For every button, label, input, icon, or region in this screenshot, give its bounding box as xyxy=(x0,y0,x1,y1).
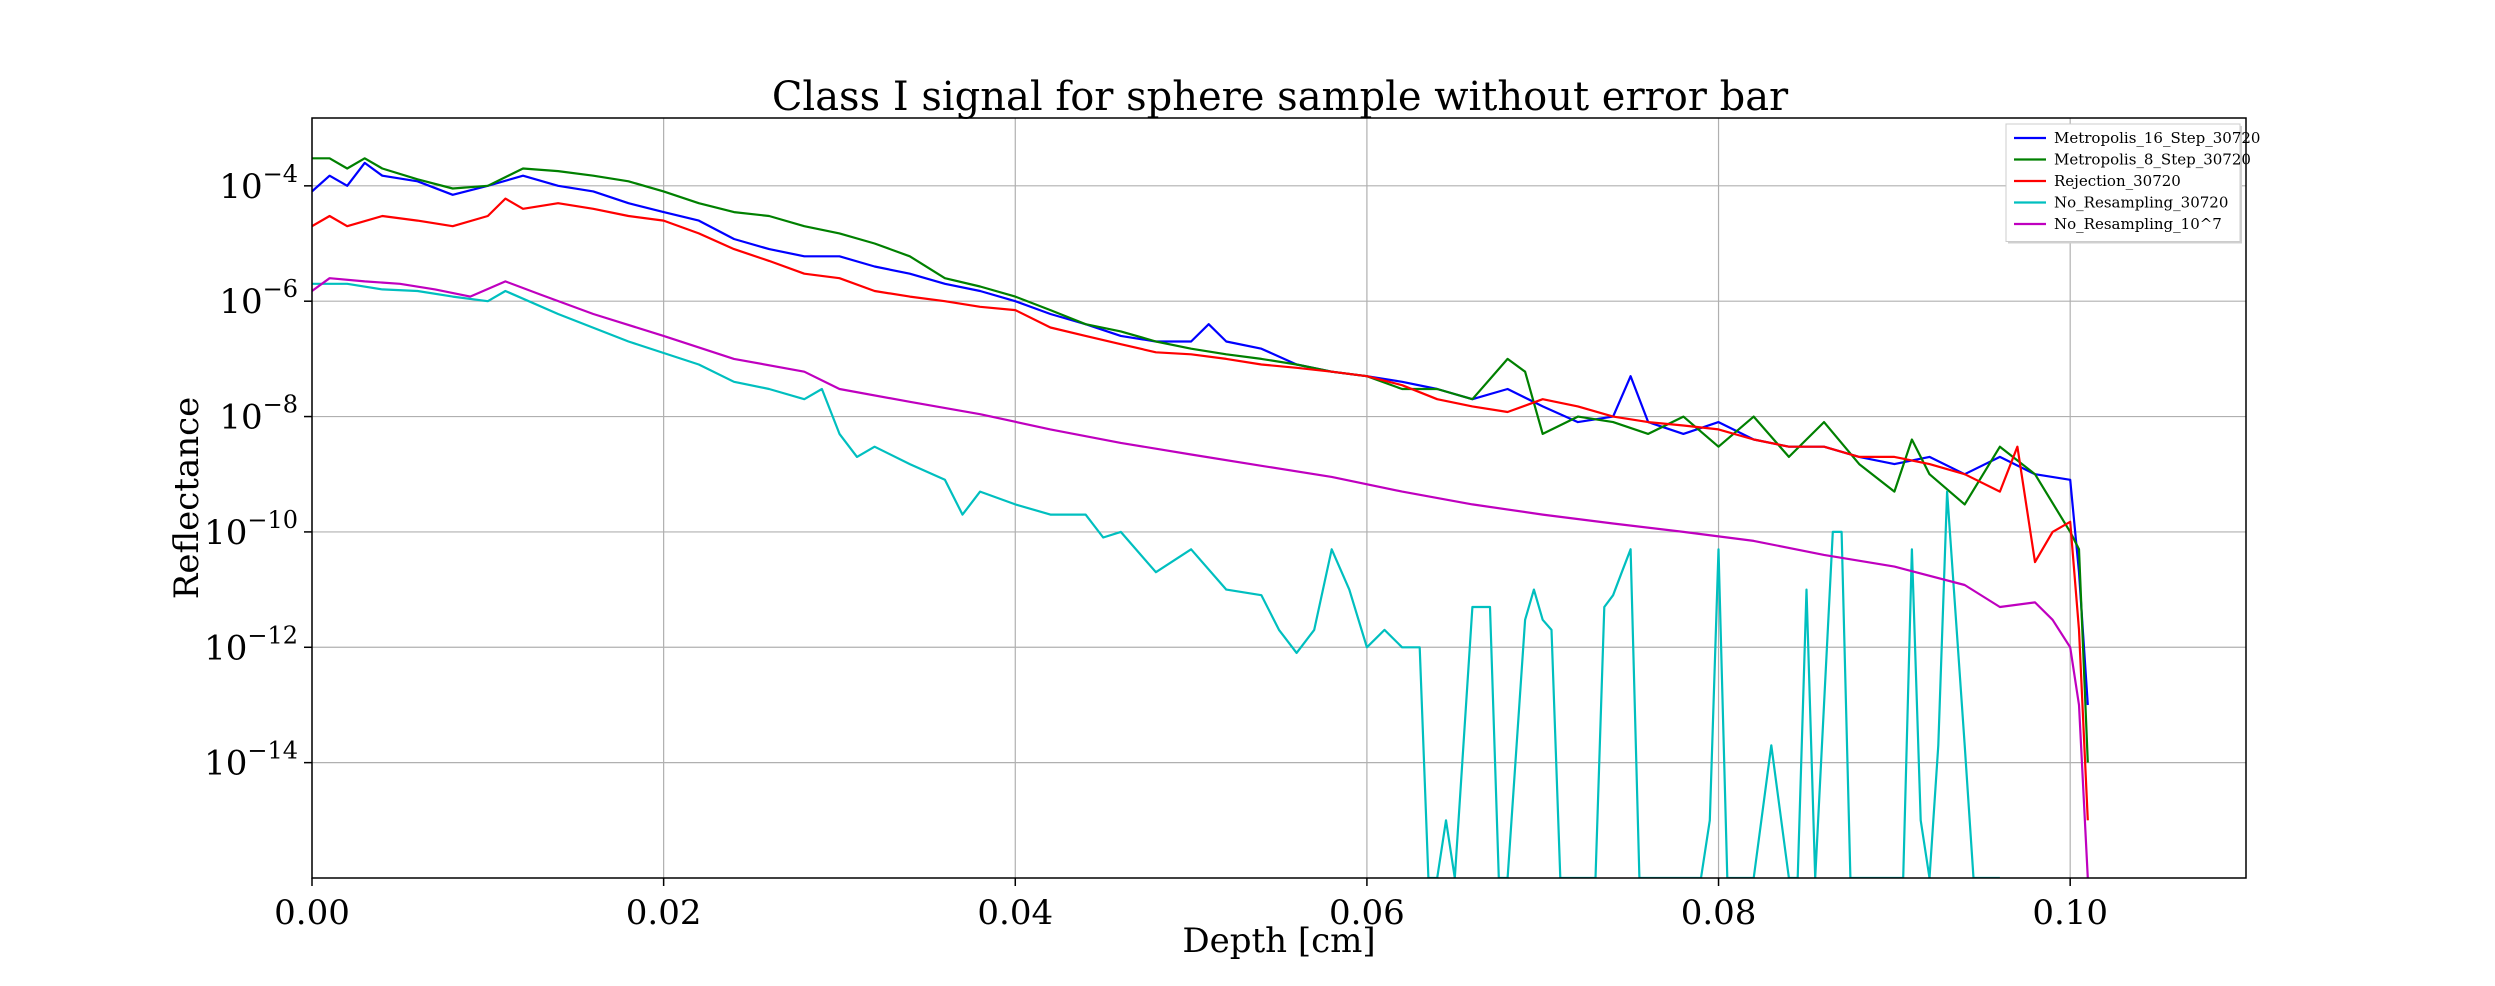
plot-frame xyxy=(311,117,2247,879)
tick-layer: 0.00 0.02 0.04 0.06 0.08 0.1010−410−610−810−1… xyxy=(204,160,2108,933)
y-tick-base-1: 10 xyxy=(219,282,262,322)
series-line-rejection-30720 xyxy=(312,197,2089,821)
series-line-no-resampling-30720 xyxy=(312,282,2000,878)
y-tick-exp-3: −10 xyxy=(247,506,298,534)
x-tick-label-4: 0.08 xyxy=(1681,893,1757,933)
legend-label-4: No_Resampling_10^7 xyxy=(2054,215,2222,233)
y-tick-exp-5: −14 xyxy=(247,737,298,765)
y-tick-exp-2: −8 xyxy=(263,391,298,419)
y-tick-label-1: 10−6 xyxy=(219,275,298,322)
series-line-metropolis-8-step-30720 xyxy=(312,157,2089,763)
legend-label-0: Metropolis_16_Step_30720 xyxy=(2054,129,2260,147)
y-tick-exp-4: −12 xyxy=(247,621,298,649)
series-group xyxy=(312,157,2089,878)
series-line-no-resampling-10-7 xyxy=(312,277,2089,878)
chart-title: Class I signal for sphere sample without… xyxy=(772,74,1789,120)
y-tick-exp-1: −6 xyxy=(263,275,298,303)
legend: Metropolis_16_Step_30720 Metropolis_8_Ste… xyxy=(2005,123,2260,244)
y-tick-label-3: 10−10 xyxy=(204,506,298,553)
y-tick-label-2: 10−8 xyxy=(219,391,298,438)
x-tick-label-5: 0.10 xyxy=(2032,893,2108,933)
x-tick-label-2: 0.04 xyxy=(977,893,1053,933)
series-layer xyxy=(312,157,2089,878)
y-tick-base-4: 10 xyxy=(204,628,247,668)
y-tick-label-5: 10−14 xyxy=(204,737,298,784)
y-tick-label-4: 10−12 xyxy=(204,621,298,668)
y-tick-label-0: 10−4 xyxy=(219,160,298,207)
legend-label-3: No_Resampling_30720 xyxy=(2054,194,2228,212)
x-tick-label-0: 0.00 xyxy=(274,893,350,933)
grid-layer xyxy=(311,118,2246,878)
y-tick-base-5: 10 xyxy=(204,744,247,784)
y-tick-base-2: 10 xyxy=(219,398,262,438)
y-axis-label: Reflectance xyxy=(167,397,207,600)
legend-box xyxy=(2005,123,2241,242)
y-tick-base-3: 10 xyxy=(204,513,247,553)
x-tick-label-3: 0.06 xyxy=(1329,893,1405,933)
legend-label-2: Rejection_30720 xyxy=(2054,172,2181,190)
legend-label-1: Metropolis_8_Step_30720 xyxy=(2054,151,2251,169)
x-tick-label-1: 0.02 xyxy=(626,893,702,933)
y-tick-exp-0: −4 xyxy=(263,160,298,188)
y-tick-base-0: 10 xyxy=(219,167,262,207)
x-axis-label: Depth [cm] xyxy=(1182,921,1375,961)
